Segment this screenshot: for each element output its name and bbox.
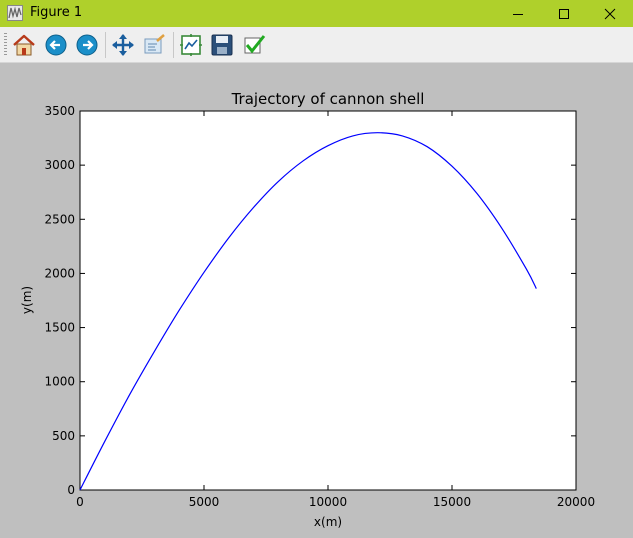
- y-tick-label: 3500: [44, 104, 75, 118]
- x-tick-label: 10000: [309, 495, 347, 509]
- minimize-icon: [513, 13, 523, 15]
- toolbar-separator: [105, 32, 106, 58]
- toolbar-separator: [173, 32, 174, 58]
- forward-arrow-icon: [76, 34, 98, 56]
- subplots-icon: [180, 34, 202, 56]
- plot-area: [79, 110, 577, 491]
- subplots-button[interactable]: [178, 32, 204, 58]
- y-tick-label: 500: [52, 429, 75, 443]
- back-arrow-icon: [45, 34, 67, 56]
- y-tick-label: 1000: [44, 375, 75, 389]
- x-tick-label: 5000: [189, 495, 220, 509]
- trajectory-line: [79, 132, 537, 491]
- x-axis-label: x(m): [314, 515, 342, 529]
- forward-button[interactable]: [74, 32, 100, 58]
- y-axis-label: y(m): [20, 286, 34, 314]
- zoom-rect-icon: [144, 34, 165, 54]
- floppy-disk-icon: [211, 34, 233, 56]
- home-icon: [13, 34, 35, 56]
- pan-button[interactable]: [110, 32, 136, 58]
- edit-button[interactable]: [241, 32, 267, 58]
- close-button[interactable]: [587, 0, 633, 27]
- chart-title: Trajectory of cannon shell: [231, 90, 425, 108]
- x-tick-label: 20000: [557, 495, 595, 509]
- save-button[interactable]: [209, 32, 235, 58]
- y-tick-label: 3000: [44, 158, 75, 172]
- x-tick-label: 0: [76, 495, 84, 509]
- back-button[interactable]: [43, 32, 69, 58]
- move-arrows-icon: [112, 34, 134, 56]
- y-tick-label: 1500: [44, 321, 75, 335]
- maximize-icon: [559, 8, 569, 19]
- title-bar: [0, 0, 633, 27]
- y-tick-label: 0: [67, 483, 75, 497]
- checkmark-icon: [244, 35, 266, 54]
- y-tick-label: 2500: [44, 212, 75, 226]
- zoom-button[interactable]: [142, 32, 168, 58]
- toolbar-grip: [4, 33, 7, 57]
- minimize-button[interactable]: [495, 0, 541, 27]
- figure-app-icon: [7, 5, 23, 21]
- maximize-button[interactable]: [541, 0, 587, 27]
- x-tick-label: 15000: [433, 495, 471, 509]
- window-title: Figure 1: [30, 5, 83, 20]
- home-button[interactable]: [11, 32, 37, 58]
- close-icon: [604, 8, 616, 19]
- y-tick-label: 2000: [44, 266, 75, 280]
